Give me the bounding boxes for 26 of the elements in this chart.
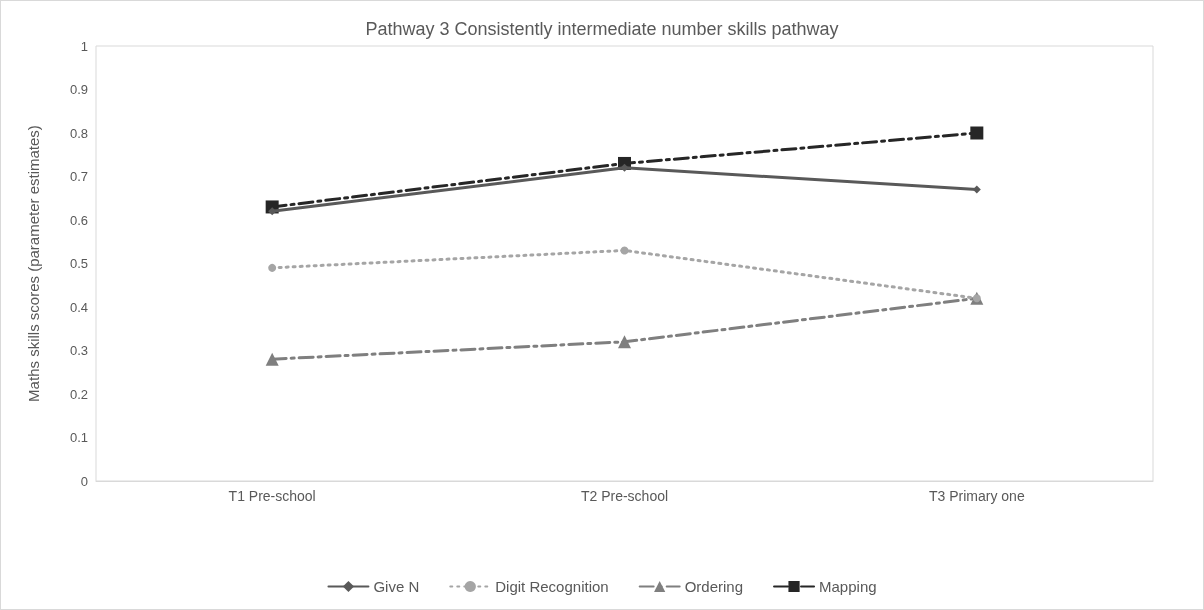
y-axis-title: Maths skills scores (parameter estimates) [25, 125, 42, 402]
y-tick-label: 0.4 [69, 299, 88, 315]
point [620, 246, 629, 255]
y-tick-label: 0 [80, 473, 88, 489]
y-tick-label: 0.5 [69, 256, 88, 271]
y-tick-label: 0.6 [69, 212, 88, 228]
y-tick-label: 0.2 [69, 386, 88, 402]
legend-label: Digit Recognition [495, 578, 609, 595]
point [970, 126, 984, 140]
x-tick-label: T3 Primary one [928, 488, 1025, 504]
y-tick-label: 0.3 [69, 343, 88, 358]
x-tick-label: T2 Pre-school [580, 488, 669, 504]
y-tick-label: 0.7 [69, 169, 88, 184]
legend-label: Ordering [684, 578, 744, 595]
point [618, 335, 631, 349]
y-tick-label: 0.8 [69, 125, 88, 141]
legend-label: Give N [373, 578, 420, 595]
legend-label: Mapping [819, 578, 877, 595]
point [268, 263, 277, 272]
y-tick-label: 0.9 [69, 82, 88, 97]
y-tick-label: 0.1 [69, 430, 88, 445]
y-tick-label: 1 [80, 38, 88, 54]
point [265, 352, 279, 366]
point [972, 185, 981, 194]
chart-title: Pathway 3 Consistently intermediate number skills pathway [365, 19, 839, 39]
x-tick-label: T1 Pre-school [228, 488, 316, 504]
